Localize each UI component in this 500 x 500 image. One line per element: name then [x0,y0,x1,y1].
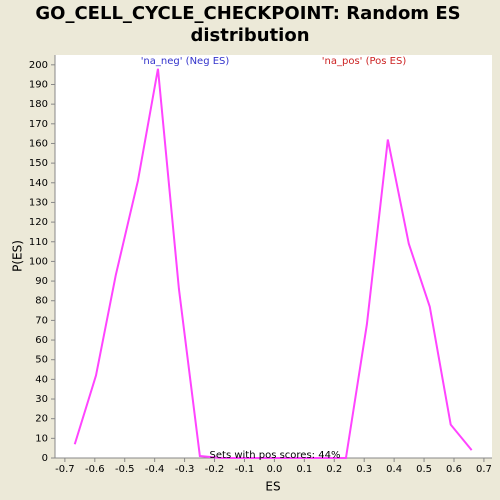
y-tick-label: 30 [35,394,48,405]
y-tick-label: 110 [29,237,48,248]
x-tick-label: -0.4 [145,464,165,475]
y-tick-label: 200 [29,60,48,71]
y-tick-label: 70 [35,315,48,326]
y-tick-label: 90 [35,276,48,287]
y-tick-label: 180 [29,99,48,110]
y-tick-label: 130 [29,197,48,208]
x-tick-label: 0.5 [416,464,432,475]
chart-title: distribution [190,25,309,46]
y-tick-label: 80 [35,296,48,307]
annotation: Sets with pos scores: 44% [210,450,341,461]
x-tick-label: 0.7 [476,464,492,475]
x-tick-label: -0.1 [235,464,255,475]
y-tick-label: 160 [29,138,48,149]
y-tick-label: 50 [35,355,48,366]
x-tick-label: -0.3 [175,464,195,475]
chart-title: GO_CELL_CYCLE_CHECKPOINT: Random ES [35,3,460,24]
x-tick-label: 0.2 [326,464,342,475]
x-tick-label: -0.2 [205,464,225,475]
y-axis-label: P(ES) [11,240,25,272]
annotation: 'na_pos' (Pos ES) [322,56,407,67]
x-tick-label: 0.6 [446,464,462,475]
y-tick-label: 100 [29,256,48,267]
annotation: 'na_neg' (Neg ES) [141,56,230,67]
x-tick-label: -0.6 [85,464,105,475]
y-tick-label: 170 [29,119,48,130]
x-tick-label: 0.3 [356,464,372,475]
plot-area [55,55,492,458]
y-tick-label: 0 [42,453,48,464]
y-tick-label: 60 [35,335,48,346]
x-tick-label: 0.0 [266,464,282,475]
y-tick-label: 10 [35,433,48,444]
y-tick-label: 40 [35,374,48,385]
x-tick-label: -0.7 [55,464,75,475]
x-axis-label: ES [265,480,280,494]
x-tick-label: -0.5 [115,464,135,475]
data-line [73,68,473,459]
y-tick-label: 140 [29,178,48,189]
y-tick-label: 190 [29,79,48,90]
y-tick-label: 120 [29,217,48,228]
y-tick-label: 150 [29,158,48,169]
x-tick-label: 0.1 [296,464,312,475]
y-tick-label: 20 [35,414,48,425]
x-tick-label: 0.4 [386,464,402,475]
